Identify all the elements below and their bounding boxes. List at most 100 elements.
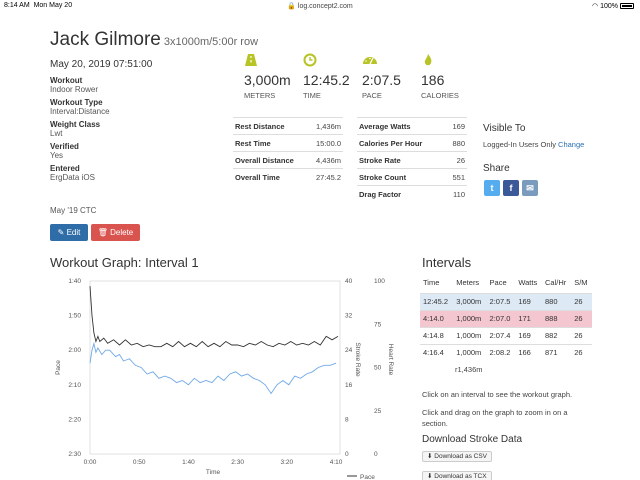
x-tick-label: 0:50 <box>133 459 146 466</box>
detail-value: 880 <box>445 134 467 152</box>
x-tick-label: 4:10 <box>330 459 343 466</box>
detail-row: Rest Distance 1,436m <box>233 117 343 135</box>
y-right-tick-label: 50 <box>374 365 382 372</box>
interval-cell: 26 <box>571 292 592 310</box>
workout-subtitle: 3x1000m/5:00r row <box>163 36 259 48</box>
workout-fields: Workout Indoor Rower Workout Type Interval:… <box>50 76 200 186</box>
workout-field: Weight Class Lwt <box>50 120 200 138</box>
page-title: Jack Gilmore 3x1000m/5:00r row <box>50 29 259 50</box>
detail-row: Drag Factor 110 <box>357 185 467 203</box>
column-header: Cal/Hr <box>545 278 567 288</box>
x-tick-label: 0:00 <box>84 459 97 466</box>
interval-cell: 4:16.4 <box>420 343 454 361</box>
workout-graph[interactable]: 1:40 1:50 2:00 2:10 2:20 2:30 40 32 24 16 8 0 100 75 5… <box>50 272 410 480</box>
interval-cell: 26 <box>571 309 592 327</box>
visible-to-heading: Visible To <box>483 123 526 134</box>
field-value: Interval:Distance <box>50 107 110 116</box>
visibility-setting: Logged-In Users Only Change <box>483 140 585 149</box>
detail-row: Overall Time 27:45.2 <box>233 168 343 186</box>
download-icon: ⬇ <box>427 473 433 480</box>
delete-button[interactable]: 🗑 Delete <box>91 224 140 241</box>
field-value: Yes <box>50 151 64 160</box>
interval-cell: 882 <box>542 326 572 344</box>
interval-cell: 26 <box>571 343 592 361</box>
interval-cell: 1,000m <box>453 343 487 361</box>
download-csv-button[interactable]: ⬇ Download as CSV <box>422 451 493 462</box>
field-value: Indoor Rower <box>50 85 99 94</box>
clock-icon <box>303 53 317 67</box>
workout-field: Entered ErgData iOS <box>50 164 200 182</box>
url-bar[interactable]: log.concept2.com <box>297 3 353 10</box>
plot-area <box>89 280 341 455</box>
interval-row[interactable]: 4:14.0 1,000m 2:07.0 171 888 26 <box>420 309 592 327</box>
column-header: Pace <box>489 278 507 288</box>
stat-value: 186 <box>421 72 445 88</box>
detail-label: Rest Distance <box>233 117 309 135</box>
y-left-tick-label: 2:30 <box>68 451 81 458</box>
x-tick-label: 3:20 <box>281 459 294 466</box>
change-visibility-link[interactable]: Change <box>558 140 585 149</box>
stat-unit: PACE <box>362 91 382 100</box>
stat-unit: CALORIES <box>421 91 459 100</box>
intervals-title: Intervals <box>422 255 472 270</box>
y-mid-tick-label: 8 <box>345 416 349 423</box>
rest-distance: r1,436m <box>455 365 483 374</box>
twitter-share-button[interactable]: t <box>484 180 500 196</box>
interval-cell: 4:14.8 <box>420 326 454 344</box>
interval-cell: 26 <box>571 326 592 344</box>
facebook-share-button[interactable]: f <box>503 180 519 196</box>
interval-row[interactable]: 4:16.4 1,000m 2:08.2 166 871 26 <box>420 343 592 361</box>
intervals-header-row: Time Meters Pace Watts Cal/Hr S/M <box>420 273 592 293</box>
trash-icon: 🗑 <box>97 228 108 237</box>
battery-percent: 100% <box>600 3 618 10</box>
status-bar: 8:14 AM Mon May 20 🔒 log.concept2.com ◠ … <box>0 0 640 12</box>
field-label: Entered <box>50 164 80 173</box>
flame-icon <box>421 53 435 67</box>
y-mid-tick-label: 40 <box>345 278 353 285</box>
stat-unit: METERS <box>244 91 276 100</box>
y-mid-tick-label: 0 <box>345 451 349 458</box>
y-mid-tick-label: 24 <box>345 347 353 354</box>
x-tick-label: 1:40 <box>182 459 195 466</box>
download-heading: Download Stroke Data <box>422 434 523 445</box>
email-share-button[interactable]: ✉ <box>522 180 538 196</box>
detail-value: 4,436m <box>308 151 343 169</box>
envelope-icon: ✉ <box>526 183 534 193</box>
y-right-tick-label: 25 <box>374 408 382 415</box>
interval-cell: 169 <box>515 326 542 344</box>
field-label: Weight Class <box>50 120 101 129</box>
interval-row[interactable]: 4:14.8 1,000m 2:07.4 169 882 26 <box>420 326 592 344</box>
stroke-rate-series-line <box>89 341 337 395</box>
column-header: S/M <box>574 278 588 288</box>
interval-cell: 1,000m <box>453 309 487 327</box>
workout-field: Workout Indoor Rower <box>50 76 200 94</box>
detail-row: Average Watts 169 <box>357 117 467 135</box>
legend-pace-label: Pace <box>360 474 375 480</box>
detail-label: Calories Per Hour <box>357 134 446 152</box>
y-right-tick-label: 75 <box>374 321 382 328</box>
interval-cell: 169 <box>515 292 542 310</box>
download-tcx-button[interactable]: ⬇ Download as TCX <box>422 471 492 480</box>
road-icon <box>244 53 258 67</box>
y-left-tick-label: 2:00 <box>68 347 81 354</box>
y-left-tick-label: 1:50 <box>68 313 81 320</box>
graph-title: Workout Graph: Interval 1 <box>50 255 199 270</box>
detail-label: Rest Time <box>233 134 309 152</box>
detail-label: Overall Distance <box>233 151 309 169</box>
detail-row: Overall Distance 4,436m <box>233 151 343 169</box>
lock-icon: 🔒 <box>287 3 296 10</box>
status-date: Mon May 20 <box>33 2 73 9</box>
field-label: Workout Type <box>50 98 103 107</box>
interval-cell: 871 <box>542 343 572 361</box>
workout-field: Workout Type Interval:Distance <box>50 98 200 116</box>
edit-button[interactable]: ✎ Edit <box>50 224 88 241</box>
stat-value: 12:45.2 <box>303 72 350 88</box>
detail-label: Stroke Rate <box>357 151 446 169</box>
y-left-tick-label: 2:10 <box>68 382 81 389</box>
wifi-icon: ◠ <box>592 3 599 10</box>
column-header: Meters <box>456 278 480 288</box>
speedometer-icon <box>362 53 377 67</box>
y-left-axis-label: Pace <box>55 360 62 375</box>
field-value: ErgData iOS <box>50 173 95 182</box>
interval-row[interactable]: 12:45.2 3,000m 2:07.5 169 880 26 <box>420 292 592 310</box>
